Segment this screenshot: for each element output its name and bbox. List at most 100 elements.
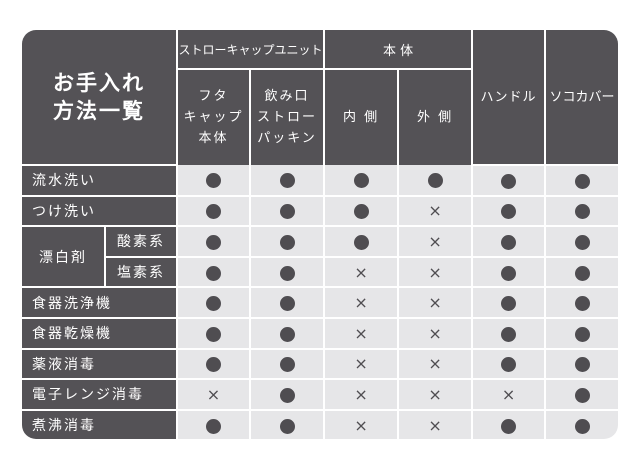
table-cell xyxy=(471,225,547,258)
cross-icon: × xyxy=(428,293,442,313)
table-title: お手入れ 方法一覧 xyxy=(22,30,178,166)
table-cell xyxy=(471,316,547,350)
table-cell xyxy=(471,347,547,381)
table-cell xyxy=(397,165,474,197)
cross-icon: × xyxy=(428,201,442,221)
filled-circle-icon xyxy=(279,296,295,312)
table-cell: × xyxy=(323,378,400,411)
filled-circle-icon xyxy=(574,387,590,403)
filled-circle-icon xyxy=(501,418,517,434)
table-cell xyxy=(176,408,251,440)
filled-circle-icon xyxy=(574,326,590,342)
table-row: 電子レンジ消毒 × × × × xyxy=(22,378,619,411)
table-cell: × xyxy=(323,286,400,319)
title-line: 方法一覧 xyxy=(53,99,145,123)
table-row: 食器乾燥機 × × xyxy=(22,316,619,350)
table-cell xyxy=(544,408,619,440)
row-header: 食器乾燥機 xyxy=(22,316,178,350)
cross-icon: × xyxy=(206,384,221,404)
table-row: 煮沸消毒 × × xyxy=(22,408,619,440)
column-header-line: 内 側 xyxy=(342,110,380,125)
filled-circle-icon xyxy=(574,418,590,434)
filled-circle-icon xyxy=(574,296,590,312)
column-header-line: パッキン xyxy=(257,131,317,146)
filled-circle-icon xyxy=(279,326,295,342)
table-cell xyxy=(248,165,326,197)
filled-circle-icon xyxy=(501,234,517,250)
table-cell xyxy=(176,165,251,197)
table-cell: × xyxy=(397,255,474,289)
filled-circle-icon xyxy=(206,326,221,342)
table-cell: × xyxy=(323,408,400,440)
table-cell xyxy=(248,347,326,381)
table-cell: × xyxy=(397,347,474,381)
filled-circle-icon xyxy=(279,204,295,220)
column-header-line: ストロー xyxy=(257,110,318,125)
title-line: お手入れ xyxy=(53,71,145,95)
filled-circle-icon xyxy=(353,173,369,189)
cross-icon: × xyxy=(354,384,368,404)
table-cell xyxy=(176,347,251,381)
cross-icon: × xyxy=(354,354,368,374)
table-cell: × xyxy=(397,378,474,411)
filled-circle-icon xyxy=(279,418,295,434)
filled-circle-icon xyxy=(574,357,590,373)
table-cell: × xyxy=(176,378,251,411)
filled-circle-icon xyxy=(501,265,517,281)
cross-icon: × xyxy=(428,231,442,251)
table-cell xyxy=(544,316,619,350)
table-cell: × xyxy=(397,408,474,440)
table-cell xyxy=(248,194,326,228)
filled-circle-icon xyxy=(353,204,369,220)
filled-circle-icon xyxy=(574,173,590,189)
table-cell xyxy=(176,225,251,258)
filled-circle-icon xyxy=(501,173,517,189)
column-header-line: フタ xyxy=(198,89,229,104)
table-row: 流水洗い xyxy=(22,165,619,197)
table-cell xyxy=(471,255,547,289)
table-cell xyxy=(471,408,547,440)
table-cell xyxy=(248,255,326,289)
filled-circle-icon xyxy=(427,173,443,189)
table-cell xyxy=(544,378,619,411)
table-row: つけ洗い × xyxy=(22,194,619,228)
table-cell xyxy=(323,225,400,258)
group-header-straw-cap-unit: ストローキャップユニット xyxy=(175,30,326,70)
table-cell xyxy=(471,286,547,319)
table-cell xyxy=(248,378,326,411)
row-header-bleach: 漂白剤 xyxy=(22,225,106,289)
column-header-mouthpiece-straw-packing: 飲み口 ストロー パッキン xyxy=(248,68,326,165)
table-cell: × xyxy=(323,255,400,289)
filled-circle-icon xyxy=(206,204,221,220)
table-cell xyxy=(248,286,326,319)
care-method-table: お手入れ 方法一覧 ストローキャップユニット 本 体 ハンドル ソコカバー フタ… xyxy=(22,30,619,440)
column-header-outer-side: 外 側 xyxy=(397,68,473,165)
table-cell xyxy=(544,347,619,381)
table-cell xyxy=(544,225,619,258)
cross-icon: × xyxy=(354,415,368,435)
filled-circle-icon xyxy=(574,234,590,250)
filled-circle-icon xyxy=(501,204,517,220)
filled-circle-icon xyxy=(279,173,295,189)
table-cell xyxy=(323,194,400,228)
filled-circle-icon xyxy=(206,418,221,434)
cross-icon: × xyxy=(428,415,442,435)
cross-icon: × xyxy=(354,323,368,343)
table-cell xyxy=(176,286,251,319)
row-header: 煮沸消毒 xyxy=(22,408,178,440)
filled-circle-icon xyxy=(206,357,221,373)
table-cell xyxy=(544,255,619,289)
filled-circle-icon xyxy=(279,265,295,281)
row-header: 食器洗浄機 xyxy=(22,286,178,319)
column-header-lid-cap-body: フタ キャップ 本体 xyxy=(177,68,251,165)
cross-icon: × xyxy=(428,262,442,282)
table-cell xyxy=(544,194,619,228)
filled-circle-icon xyxy=(279,234,295,250)
table-cell xyxy=(471,165,547,197)
table-cell xyxy=(176,255,251,289)
filled-circle-icon xyxy=(574,265,590,281)
filled-circle-icon xyxy=(574,204,590,220)
filled-circle-icon xyxy=(353,234,369,250)
table-row: 塩素系 × × xyxy=(22,255,619,289)
cross-icon: × xyxy=(428,323,442,343)
